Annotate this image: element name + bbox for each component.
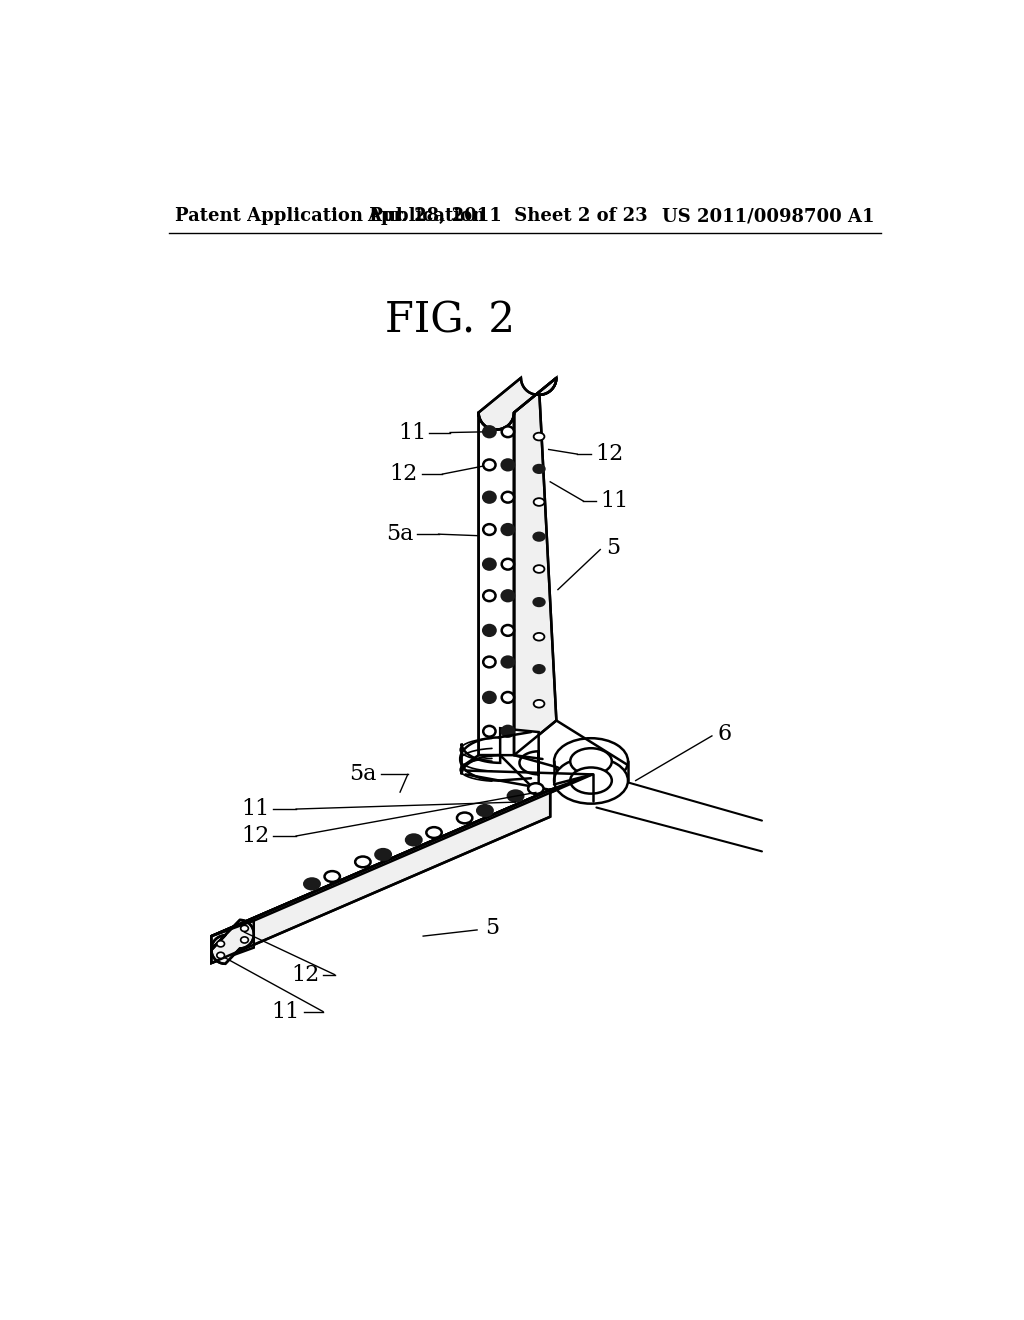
Ellipse shape <box>502 524 514 535</box>
Ellipse shape <box>483 590 496 601</box>
Ellipse shape <box>528 783 544 795</box>
Polygon shape <box>211 789 550 964</box>
Ellipse shape <box>477 805 493 816</box>
Ellipse shape <box>534 498 545 506</box>
Ellipse shape <box>483 626 496 636</box>
Ellipse shape <box>376 849 391 859</box>
Ellipse shape <box>502 626 514 636</box>
Polygon shape <box>478 378 556 429</box>
Ellipse shape <box>534 598 545 606</box>
Text: 11: 11 <box>600 490 629 512</box>
Text: 12: 12 <box>595 444 624 465</box>
Polygon shape <box>462 729 539 793</box>
Text: Apr. 28, 2011  Sheet 2 of 23: Apr. 28, 2011 Sheet 2 of 23 <box>368 207 648 226</box>
Polygon shape <box>514 378 556 755</box>
Ellipse shape <box>502 492 514 503</box>
Polygon shape <box>211 920 254 964</box>
Ellipse shape <box>502 726 514 737</box>
Ellipse shape <box>534 433 545 441</box>
Ellipse shape <box>241 937 249 942</box>
Ellipse shape <box>534 632 545 640</box>
Text: 5a: 5a <box>386 523 414 545</box>
Ellipse shape <box>483 726 496 737</box>
Ellipse shape <box>570 748 611 775</box>
Text: 12: 12 <box>291 964 319 986</box>
Ellipse shape <box>483 558 496 570</box>
Ellipse shape <box>217 952 224 958</box>
Ellipse shape <box>534 533 545 540</box>
Ellipse shape <box>570 767 611 793</box>
Polygon shape <box>478 412 514 755</box>
Ellipse shape <box>483 524 496 535</box>
Polygon shape <box>211 921 254 964</box>
Ellipse shape <box>483 459 496 470</box>
Ellipse shape <box>483 426 496 437</box>
Ellipse shape <box>502 426 514 437</box>
Ellipse shape <box>483 656 496 668</box>
Ellipse shape <box>502 656 514 668</box>
Ellipse shape <box>534 565 545 573</box>
Text: US 2011/0098700 A1: US 2011/0098700 A1 <box>662 207 874 226</box>
Ellipse shape <box>304 879 319 890</box>
Ellipse shape <box>325 871 340 882</box>
Ellipse shape <box>483 492 496 503</box>
Ellipse shape <box>534 700 545 708</box>
Ellipse shape <box>534 665 545 673</box>
Text: 6: 6 <box>717 723 731 746</box>
Text: 11: 11 <box>271 1001 300 1023</box>
Text: 12: 12 <box>241 825 269 847</box>
Text: Patent Application Publication: Patent Application Publication <box>175 207 485 226</box>
Ellipse shape <box>457 813 472 824</box>
Text: 5: 5 <box>606 537 621 560</box>
Ellipse shape <box>426 828 441 838</box>
Ellipse shape <box>355 857 371 867</box>
Text: 5: 5 <box>484 917 499 940</box>
Text: 11: 11 <box>398 421 427 444</box>
Text: 5a: 5a <box>349 763 377 785</box>
Ellipse shape <box>483 692 496 702</box>
Ellipse shape <box>502 558 514 570</box>
Ellipse shape <box>508 791 523 801</box>
Text: FIG. 2: FIG. 2 <box>385 300 515 341</box>
Ellipse shape <box>502 692 514 702</box>
Ellipse shape <box>502 459 514 470</box>
Ellipse shape <box>217 941 224 946</box>
Ellipse shape <box>407 834 422 845</box>
Ellipse shape <box>534 465 545 473</box>
Text: 12: 12 <box>389 463 418 486</box>
Polygon shape <box>211 775 593 936</box>
Text: 11: 11 <box>241 799 269 820</box>
Ellipse shape <box>554 758 628 804</box>
Ellipse shape <box>241 925 249 932</box>
Ellipse shape <box>554 738 628 784</box>
Ellipse shape <box>502 590 514 601</box>
